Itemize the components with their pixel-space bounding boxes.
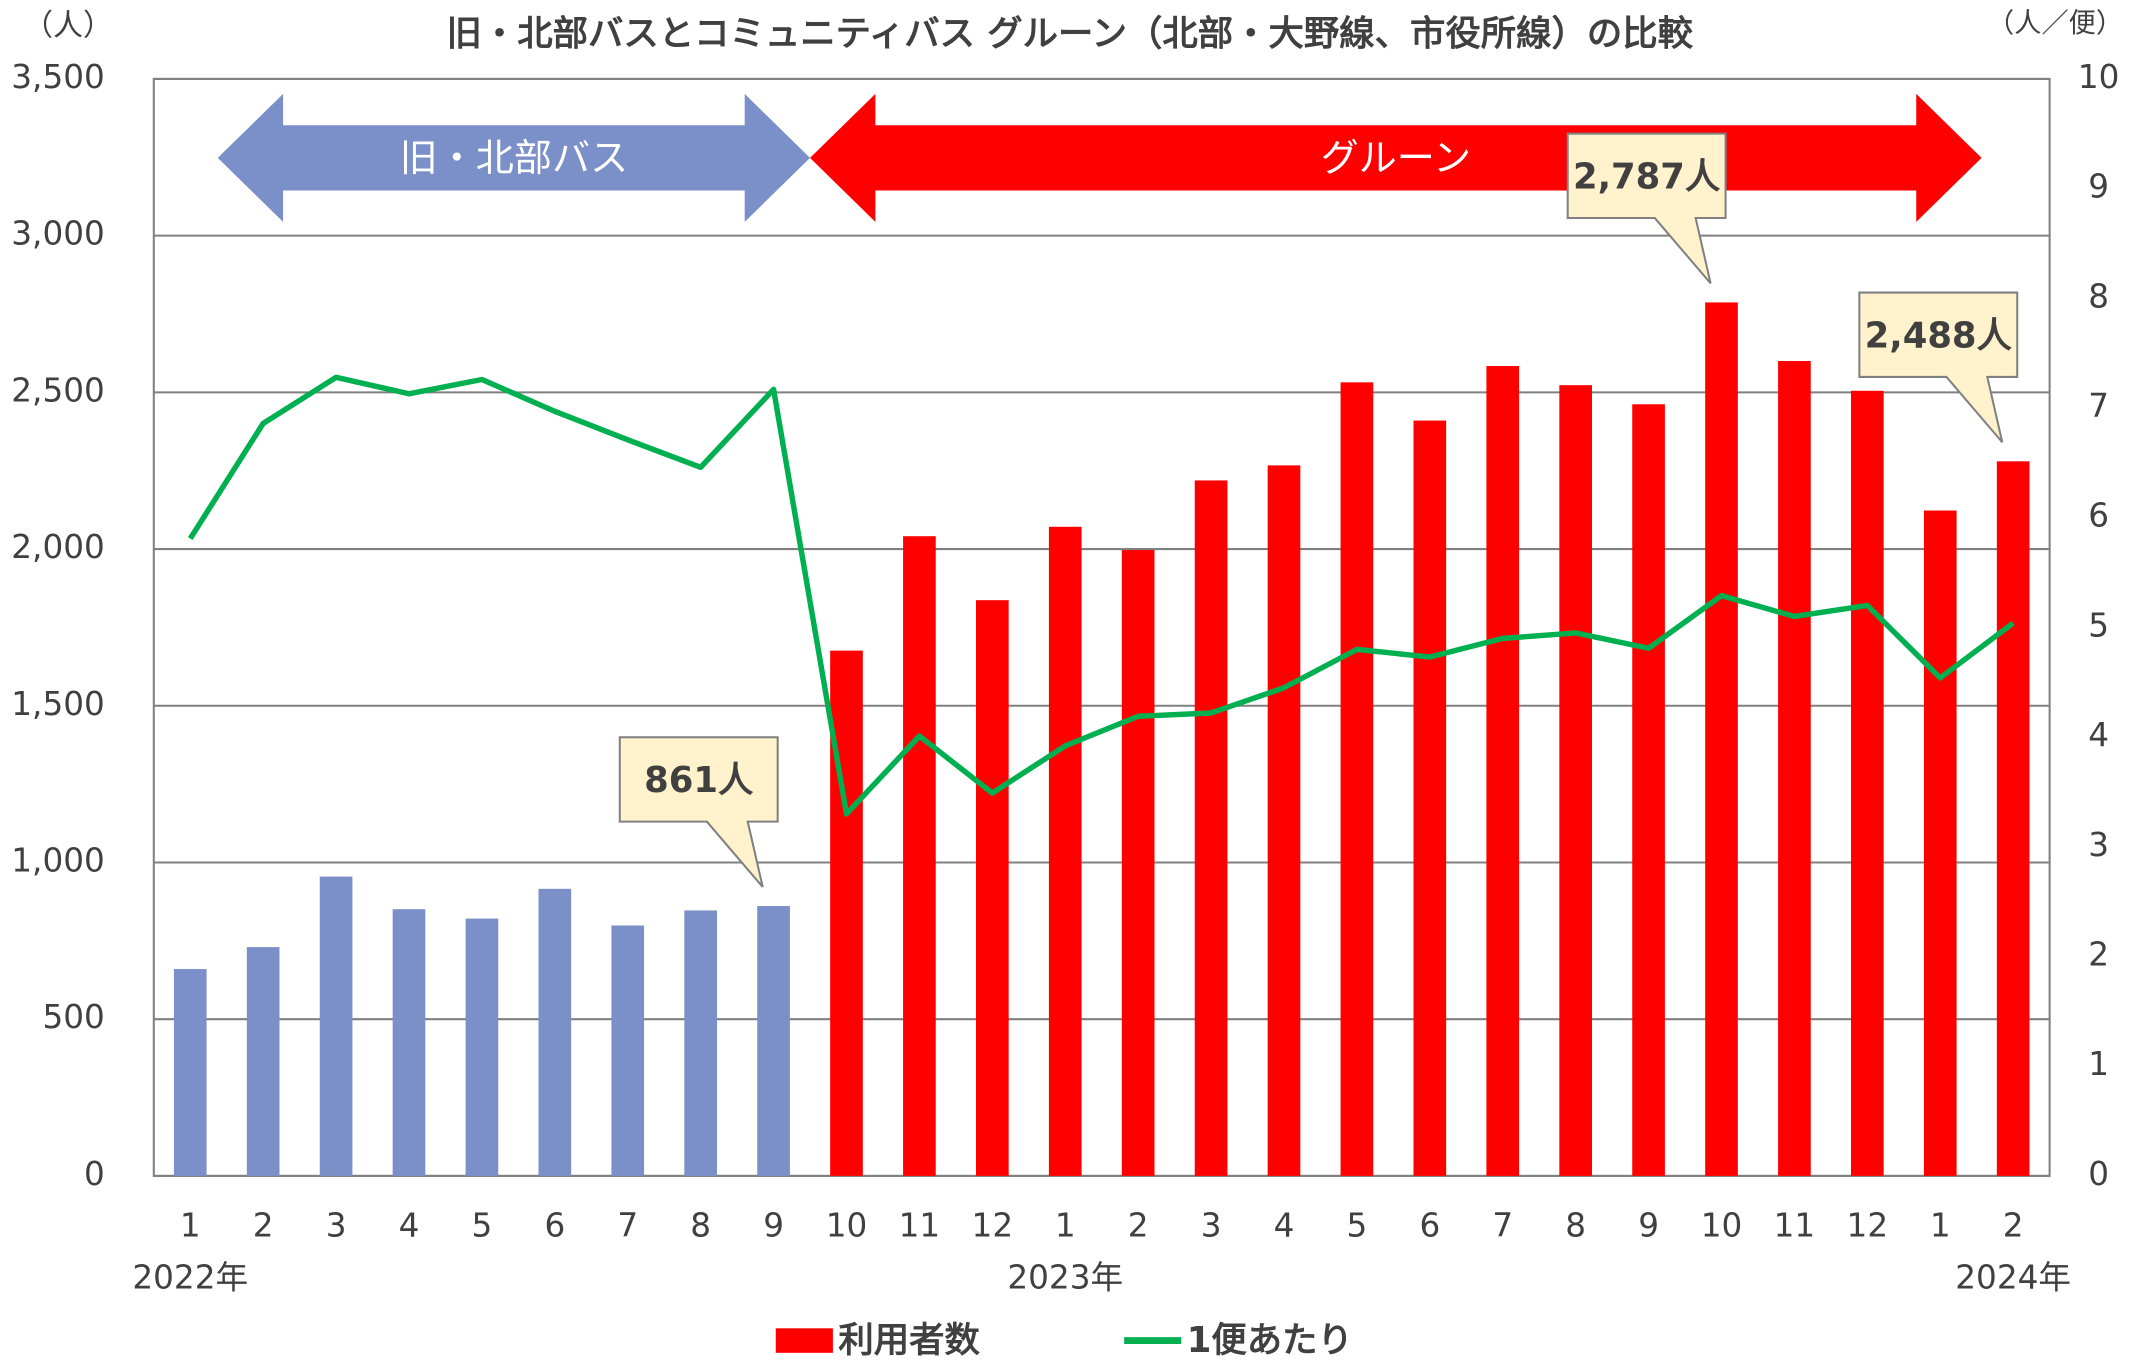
bar	[319, 876, 353, 1176]
bar	[1778, 361, 1811, 1176]
y2-tick-label: 0	[2088, 1155, 2109, 1193]
y-axis-unit: （人）	[23, 9, 113, 44]
bar	[1632, 404, 1665, 1176]
legend-swatch	[775, 1328, 833, 1353]
x-tick-label: 9	[763, 1207, 784, 1245]
y-tick-label: 3,000	[11, 215, 104, 253]
y-tick-label: 1,500	[11, 685, 104, 723]
bar	[538, 888, 572, 1176]
period-label: 旧・北部バス	[400, 136, 629, 180]
bar	[1121, 550, 1155, 1176]
y2-tick-label: 4	[2088, 716, 2109, 754]
callout-box	[618, 736, 779, 888]
x-tick-label: 11	[1774, 1207, 1816, 1245]
legend-label: 1便あたり	[1187, 1320, 1353, 1361]
bar	[684, 910, 717, 1176]
x-tick-label: 7	[1492, 1207, 1513, 1245]
x-tick-label: 3	[326, 1207, 347, 1245]
y-tick-label: 3,500	[11, 58, 104, 96]
bar	[1048, 526, 1082, 1176]
x-tick-label: 6	[1419, 1207, 1440, 1245]
bar	[1559, 385, 1592, 1176]
bar	[173, 969, 207, 1176]
callout-box	[1858, 291, 2019, 443]
x-tick-label: 6	[544, 1207, 565, 1245]
x-tick-label: 12	[1847, 1207, 1889, 1245]
x-tick-label: 2	[1128, 1207, 1149, 1245]
legend-label: 利用者数	[838, 1320, 980, 1361]
x-tick-label: 10	[826, 1207, 868, 1245]
bar	[1996, 461, 2030, 1176]
x-group-label: 2022年	[132, 1258, 248, 1296]
period-arrow	[217, 93, 811, 222]
x-tick-label: 8	[690, 1207, 711, 1245]
x-tick-label: 2	[253, 1207, 274, 1245]
callout-label: 861人	[644, 760, 754, 801]
bar	[1486, 366, 1520, 1176]
callout-label: 2,787人	[1573, 157, 1721, 198]
bar	[1413, 420, 1447, 1176]
callout-label: 2,488人	[1865, 315, 2013, 356]
x-tick-label: 9	[1638, 1207, 1659, 1245]
y-tick-label: 2,000	[11, 528, 104, 566]
plot-border	[152, 77, 2051, 1177]
y-tick-label: 500	[42, 998, 104, 1036]
line	[187, 374, 2015, 817]
x-tick-label: 12	[972, 1207, 1014, 1245]
bar	[1267, 465, 1301, 1176]
x-tick-label: 1	[180, 1207, 201, 1245]
bar	[1923, 510, 1957, 1176]
x-tick-label: 4	[1274, 1207, 1295, 1245]
bar	[903, 536, 936, 1176]
y2-tick-label: 7	[2088, 387, 2109, 425]
y2-tick-label: 2	[2088, 936, 2109, 974]
bar	[757, 906, 790, 1176]
bar	[1194, 480, 1228, 1176]
y2-tick-label: 3	[2088, 826, 2109, 864]
bar	[1850, 390, 1884, 1176]
bar	[830, 650, 863, 1176]
y2-tick-label: 10	[2078, 58, 2120, 96]
y2-tick-label: 8	[2088, 277, 2109, 315]
x-tick-label: 1	[1055, 1207, 1076, 1245]
x-group-label: 2024年	[1955, 1258, 2071, 1296]
bar	[392, 909, 426, 1176]
x-group-label: 2023年	[1007, 1258, 1123, 1296]
x-tick-label: 7	[617, 1207, 638, 1245]
y2-tick-label: 5	[2088, 606, 2109, 644]
y2-tick-label: 6	[2088, 497, 2109, 535]
x-tick-label: 8	[1565, 1207, 1586, 1245]
bar	[246, 947, 280, 1176]
y-tick-label: 0	[84, 1155, 105, 1193]
bar	[975, 600, 1009, 1176]
chart-title: 旧・北部バスとコミュニティバス グルーン（北部・大野線、市役所線）の比較	[446, 13, 1693, 54]
x-tick-label: 2	[2003, 1207, 2024, 1245]
bar	[1705, 302, 1738, 1176]
y2-axis-unit: （人／便）	[1987, 8, 2123, 39]
bar	[1340, 382, 1374, 1176]
callout-box	[1566, 132, 1727, 285]
x-tick-label: 5	[1347, 1207, 1368, 1245]
y2-tick-label: 1	[2088, 1045, 2109, 1083]
x-tick-label: 11	[899, 1207, 941, 1245]
x-tick-label: 1	[1930, 1207, 1951, 1245]
period-label: グルーン	[1321, 136, 1471, 180]
x-tick-label: 10	[1701, 1207, 1743, 1245]
y-tick-label: 2,500	[11, 371, 104, 409]
bar	[465, 918, 499, 1176]
x-tick-label: 3	[1201, 1207, 1222, 1245]
y2-tick-label: 9	[2088, 168, 2109, 206]
x-tick-label: 5	[472, 1207, 493, 1245]
bar	[611, 925, 645, 1176]
x-tick-label: 4	[399, 1207, 420, 1245]
y-tick-label: 1,000	[11, 841, 104, 879]
